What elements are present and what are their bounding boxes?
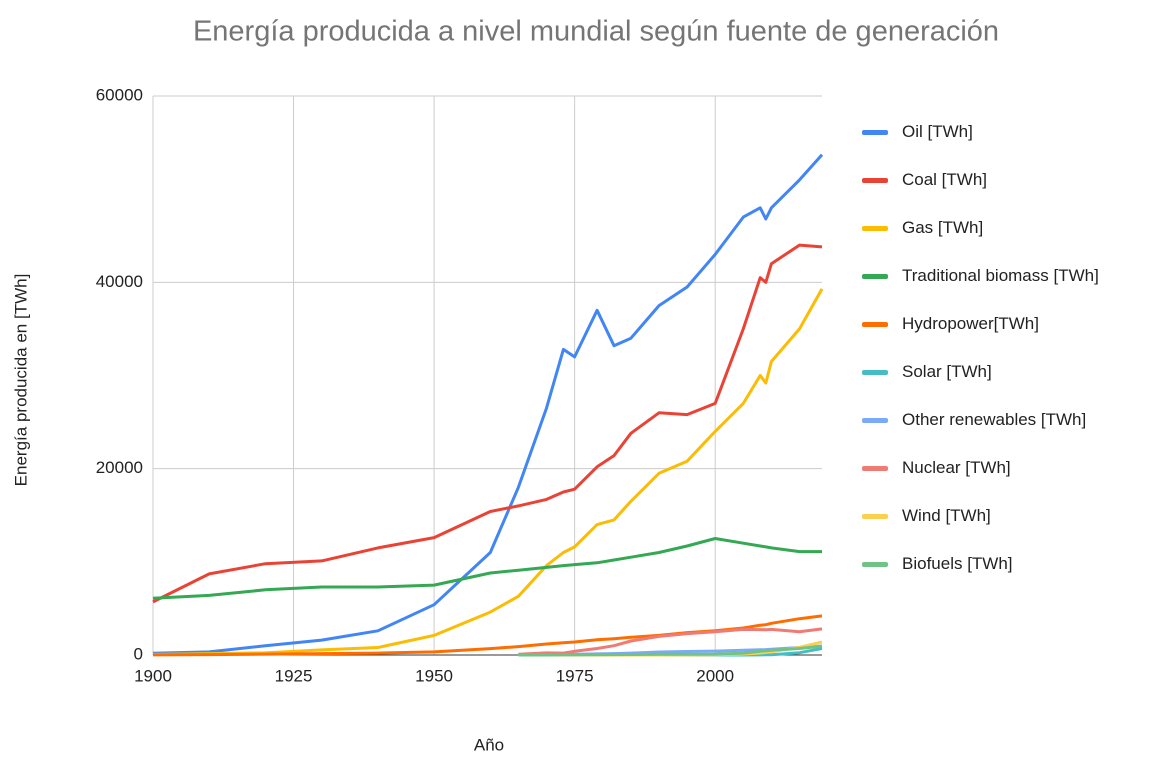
y-tick-label: 40000 (96, 272, 143, 291)
y-tick-label: 60000 (96, 85, 143, 104)
legend-label: Traditional biomass [TWh] (902, 266, 1099, 285)
line-series (518, 644, 823, 657)
line-series (152, 288, 824, 656)
line-series (152, 614, 823, 657)
legend-swatch (862, 130, 888, 135)
legend-swatch (862, 322, 888, 327)
legend-label: Oil [TWh] (902, 122, 973, 141)
legend-item: Traditional biomass [TWh] (862, 264, 1124, 288)
legend-item: Other renewables [TWh] (862, 408, 1124, 432)
legend-item: Oil [TWh] (862, 120, 1124, 144)
legend-swatch (862, 178, 888, 183)
legend-item: Gas [TWh] (862, 216, 1124, 240)
legend-item: Biofuels [TWh] (862, 552, 1124, 576)
x-tick-label: 2000 (696, 666, 734, 685)
legend-swatch (862, 418, 888, 423)
x-tick-label: 1950 (415, 666, 453, 685)
line-series (152, 153, 824, 655)
legend-label: Wind [TWh] (902, 506, 991, 525)
legend-item: Wind [TWh] (862, 504, 1124, 528)
legend-label: Hydropower[TWh] (902, 314, 1039, 333)
x-tick-label: 1900 (134, 666, 172, 685)
legend-label: Nuclear [TWh] (902, 458, 1011, 477)
legend-swatch (862, 514, 888, 519)
legend-label: Solar [TWh] (902, 362, 992, 381)
legend-swatch (862, 226, 888, 231)
legend-swatch (862, 274, 888, 279)
legend-swatch (862, 562, 888, 567)
legend-label: Gas [TWh] (902, 218, 984, 237)
x-tick-label: 1925 (275, 666, 313, 685)
legend-swatch (862, 370, 888, 375)
line-series (518, 627, 823, 656)
legend-item: Nuclear [TWh] (862, 456, 1124, 480)
legend: Oil [TWh] Coal [TWh] Gas [TWh] Traditional … (862, 120, 1124, 576)
legend-item: Solar [TWh] (862, 360, 1124, 384)
legend-label: Other renewables [TWh] (902, 410, 1087, 429)
x-tick-label: 1975 (556, 666, 594, 685)
legend-label: Biofuels [TWh] (902, 554, 1013, 573)
line-series (152, 537, 822, 600)
y-tick-label: 0 (134, 644, 143, 663)
y-axis-label: Energía producida en [TWh] (11, 274, 30, 487)
line-series (152, 243, 823, 604)
y-tick-label: 20000 (96, 458, 143, 477)
x-axis-label: Año (474, 735, 504, 754)
legend-item: Coal [TWh] (862, 168, 1124, 192)
legend-swatch (862, 466, 888, 471)
legend-item: Hydropower[TWh] (862, 312, 1124, 336)
chart-title: Energía producida a nivel mundial según … (193, 16, 999, 48)
legend-label: Coal [TWh] (902, 170, 988, 189)
